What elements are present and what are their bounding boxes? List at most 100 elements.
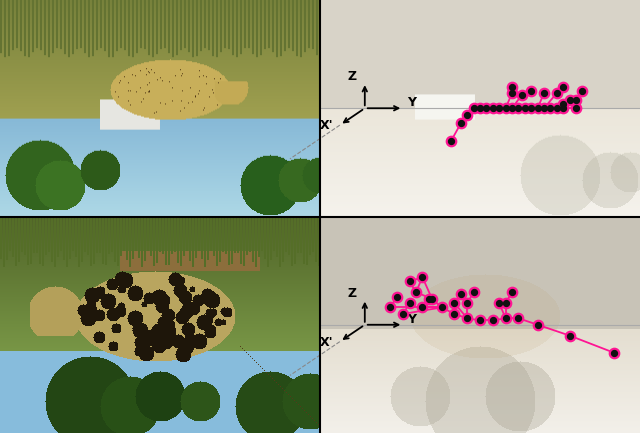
Point: [520, 105, 530, 112]
Point: [558, 83, 568, 90]
Point: [427, 295, 437, 302]
Point: [417, 304, 428, 311]
Point: [507, 83, 517, 90]
Point: [571, 96, 581, 103]
Point: [449, 310, 460, 317]
Point: [500, 315, 511, 322]
Point: [564, 96, 575, 103]
Point: [552, 105, 562, 112]
Point: [558, 105, 568, 112]
Point: [516, 92, 527, 99]
Point: [558, 83, 568, 90]
Point: [468, 289, 479, 296]
Point: [526, 87, 536, 94]
Point: [462, 111, 472, 118]
Point: [404, 300, 415, 307]
Point: [475, 317, 485, 324]
Point: [571, 105, 581, 112]
Point: [539, 90, 549, 97]
Point: [507, 105, 517, 112]
Point: [481, 105, 492, 112]
Point: [462, 315, 472, 322]
Point: [526, 105, 536, 112]
Point: [417, 304, 428, 311]
Point: [532, 105, 543, 112]
Point: [417, 274, 428, 281]
Point: [545, 105, 556, 112]
Point: [404, 278, 415, 285]
Point: [516, 92, 527, 99]
Point: [449, 300, 460, 307]
Point: [507, 90, 517, 97]
Point: [398, 310, 408, 317]
Point: [462, 111, 472, 118]
Point: [446, 137, 456, 144]
Point: [552, 90, 562, 97]
Point: [500, 300, 511, 307]
Point: [571, 96, 581, 103]
Point: [488, 105, 498, 112]
Point: [398, 310, 408, 317]
Point: [500, 105, 511, 112]
Point: [411, 289, 421, 296]
Point: [577, 87, 588, 94]
Point: [532, 105, 543, 112]
Point: [424, 295, 434, 302]
Point: [577, 87, 588, 94]
Point: [481, 105, 492, 112]
Point: [558, 100, 568, 107]
Point: [507, 105, 517, 112]
Point: [494, 300, 504, 307]
Point: [609, 349, 620, 356]
Point: [558, 100, 568, 107]
Point: [456, 291, 466, 298]
Point: [449, 300, 460, 307]
Point: [427, 295, 437, 302]
Point: [456, 120, 466, 127]
Point: [552, 105, 562, 112]
Point: [507, 289, 517, 296]
Point: [411, 289, 421, 296]
Point: [424, 295, 434, 302]
Point: [539, 90, 549, 97]
Point: [468, 105, 479, 112]
Point: [462, 315, 472, 322]
Point: [513, 105, 524, 112]
Point: [475, 105, 485, 112]
Point: [404, 300, 415, 307]
Point: [475, 317, 485, 324]
Point: [500, 105, 511, 112]
Point: [507, 83, 517, 90]
Point: [513, 315, 524, 322]
Point: [488, 317, 498, 324]
Text: X': X': [320, 336, 334, 349]
Point: [404, 278, 415, 285]
Point: [436, 304, 447, 311]
Point: [475, 105, 485, 112]
Point: [571, 105, 581, 112]
Point: [468, 105, 479, 112]
Point: [558, 105, 568, 112]
Point: [564, 332, 575, 339]
Point: [500, 315, 511, 322]
Point: [564, 332, 575, 339]
Point: [539, 105, 549, 112]
Text: Z: Z: [348, 70, 356, 83]
Point: [456, 291, 466, 298]
Point: [545, 105, 556, 112]
Point: [392, 293, 402, 300]
Point: [609, 349, 620, 356]
Point: [507, 289, 517, 296]
Point: [488, 105, 498, 112]
Point: [507, 90, 517, 97]
Point: [446, 137, 456, 144]
Point: [513, 105, 524, 112]
Text: Y: Y: [407, 96, 416, 109]
Point: [532, 321, 543, 328]
Point: [488, 317, 498, 324]
Point: [494, 105, 504, 112]
Point: [494, 300, 504, 307]
Point: [385, 304, 396, 311]
Point: [500, 300, 511, 307]
Point: [436, 304, 447, 311]
